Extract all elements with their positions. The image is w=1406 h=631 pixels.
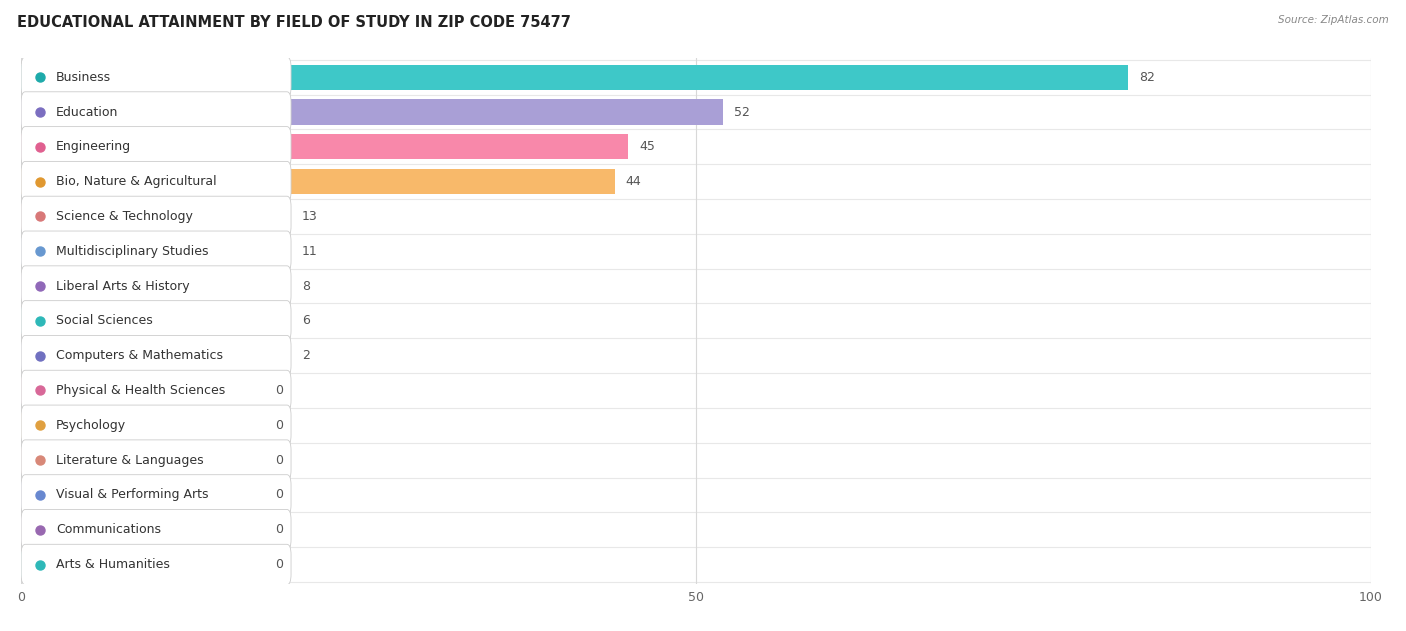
- Text: 0: 0: [274, 454, 283, 466]
- FancyBboxPatch shape: [21, 300, 291, 341]
- FancyBboxPatch shape: [21, 336, 291, 376]
- FancyBboxPatch shape: [21, 545, 291, 585]
- FancyBboxPatch shape: [21, 266, 291, 306]
- FancyBboxPatch shape: [21, 475, 291, 515]
- FancyBboxPatch shape: [21, 196, 291, 237]
- Text: Physical & Health Sciences: Physical & Health Sciences: [56, 384, 225, 397]
- Bar: [21, 100, 723, 124]
- Bar: [21, 204, 291, 229]
- Bar: [21, 273, 291, 298]
- Text: 52: 52: [734, 105, 749, 119]
- FancyBboxPatch shape: [21, 509, 291, 550]
- FancyBboxPatch shape: [21, 91, 291, 133]
- Text: 0: 0: [274, 488, 283, 502]
- Text: Business: Business: [56, 71, 111, 84]
- Text: 44: 44: [626, 175, 641, 188]
- FancyBboxPatch shape: [21, 127, 291, 167]
- Text: 0: 0: [274, 384, 283, 397]
- Text: Psychology: Psychology: [56, 419, 127, 432]
- FancyBboxPatch shape: [21, 162, 291, 202]
- Bar: [21, 482, 264, 507]
- Text: EDUCATIONAL ATTAINMENT BY FIELD OF STUDY IN ZIP CODE 75477: EDUCATIONAL ATTAINMENT BY FIELD OF STUDY…: [17, 15, 571, 30]
- Text: Liberal Arts & History: Liberal Arts & History: [56, 280, 190, 293]
- Text: 0: 0: [274, 558, 283, 571]
- Text: Source: ZipAtlas.com: Source: ZipAtlas.com: [1278, 15, 1389, 25]
- Bar: [21, 134, 628, 160]
- Text: 13: 13: [302, 210, 318, 223]
- Bar: [21, 343, 291, 369]
- Bar: [21, 169, 614, 194]
- Text: 6: 6: [302, 314, 309, 327]
- Bar: [21, 239, 291, 264]
- Text: Bio, Nature & Agricultural: Bio, Nature & Agricultural: [56, 175, 217, 188]
- FancyBboxPatch shape: [21, 231, 291, 271]
- Text: 45: 45: [640, 140, 655, 153]
- FancyBboxPatch shape: [21, 370, 291, 411]
- Bar: [21, 517, 264, 542]
- Text: Social Sciences: Social Sciences: [56, 314, 153, 327]
- Bar: [21, 413, 264, 438]
- Text: Multidisciplinary Studies: Multidisciplinary Studies: [56, 245, 208, 257]
- Bar: [21, 64, 1128, 90]
- FancyBboxPatch shape: [21, 440, 291, 480]
- Text: Engineering: Engineering: [56, 140, 131, 153]
- Text: Communications: Communications: [56, 523, 162, 536]
- Text: 0: 0: [274, 419, 283, 432]
- Text: 2: 2: [302, 349, 309, 362]
- Bar: [21, 309, 291, 333]
- Text: 82: 82: [1139, 71, 1154, 84]
- FancyBboxPatch shape: [21, 57, 291, 97]
- Text: Visual & Performing Arts: Visual & Performing Arts: [56, 488, 208, 502]
- Text: 0: 0: [274, 523, 283, 536]
- Bar: [21, 447, 264, 473]
- Text: 8: 8: [302, 280, 309, 293]
- Text: Literature & Languages: Literature & Languages: [56, 454, 204, 466]
- FancyBboxPatch shape: [21, 405, 291, 445]
- Text: Arts & Humanities: Arts & Humanities: [56, 558, 170, 571]
- Bar: [21, 552, 264, 577]
- Text: Computers & Mathematics: Computers & Mathematics: [56, 349, 224, 362]
- Bar: [21, 378, 264, 403]
- Text: Science & Technology: Science & Technology: [56, 210, 193, 223]
- Text: 11: 11: [302, 245, 318, 257]
- Text: Education: Education: [56, 105, 118, 119]
